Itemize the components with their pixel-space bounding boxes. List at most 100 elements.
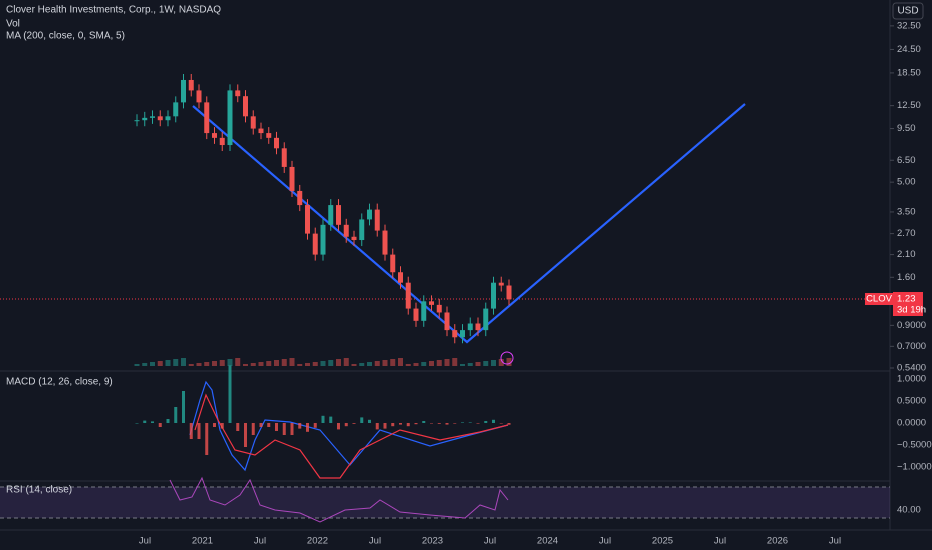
volume-label: Vol xyxy=(6,19,20,30)
candle xyxy=(181,79,186,103)
candle xyxy=(134,120,140,122)
macd-hist xyxy=(368,419,371,423)
candle xyxy=(243,96,248,117)
volume-bar xyxy=(413,363,419,366)
macd-label: MACD (12, 26, close, 9) xyxy=(6,377,113,388)
price-tick-label: 32.50 xyxy=(897,20,921,31)
volume-bar xyxy=(343,358,349,366)
macd-hist xyxy=(244,423,247,447)
candle xyxy=(235,90,241,97)
volume-bar xyxy=(328,360,334,366)
volume xyxy=(134,358,512,366)
volume-bar xyxy=(429,361,434,366)
macd-tick-label: −0.5000 xyxy=(897,440,932,451)
macd-hist xyxy=(290,423,294,435)
macd-hist xyxy=(236,423,240,431)
candle xyxy=(436,304,442,313)
price-tick-label: 0.5400 xyxy=(897,363,926,374)
macd-hist xyxy=(251,423,255,435)
volume-bar xyxy=(305,363,310,366)
rsi-label: RSI (14, close) xyxy=(6,485,72,496)
macd-hist xyxy=(453,423,457,424)
macd-hist xyxy=(282,423,286,435)
candle xyxy=(413,308,419,321)
event-icon xyxy=(500,351,514,365)
macd-hist xyxy=(189,423,193,439)
candle xyxy=(506,285,512,300)
volume-bar xyxy=(374,361,380,366)
macd-hist xyxy=(220,423,224,429)
candle xyxy=(204,102,210,134)
volume-bar xyxy=(235,358,241,366)
candle xyxy=(374,209,380,231)
candle xyxy=(320,224,326,255)
volume-bar xyxy=(181,358,186,366)
volume-bar xyxy=(483,361,489,366)
volume-bar xyxy=(390,359,396,366)
candle xyxy=(212,133,217,138)
time-label: Jul xyxy=(369,536,381,547)
time-label: Jul xyxy=(829,536,841,547)
volume-bar xyxy=(150,362,155,366)
time-label: 2026 xyxy=(767,536,788,547)
candle xyxy=(219,137,225,146)
macd-hist xyxy=(414,423,418,425)
volume-bar xyxy=(367,362,372,366)
symbol: CLOV xyxy=(866,294,893,305)
macd-hist xyxy=(166,419,170,423)
time-label: Jul xyxy=(484,536,496,547)
price-tick-label: 18.50 xyxy=(897,67,921,78)
macd-hist xyxy=(174,407,178,423)
price-tick-label: 0.9000 xyxy=(897,320,926,331)
macd-hist xyxy=(406,423,410,427)
price-badge xyxy=(893,292,923,316)
currency[interactable]: USD xyxy=(897,6,918,17)
volume-bar xyxy=(312,362,318,366)
currency-button[interactable] xyxy=(892,2,924,20)
price-tick-label: 3.50 xyxy=(897,206,916,217)
volume-bar xyxy=(204,362,210,366)
candle xyxy=(227,90,233,146)
volume-bar xyxy=(281,359,287,366)
candle xyxy=(475,323,481,331)
candle xyxy=(421,301,427,321)
candle xyxy=(196,90,202,103)
macd-hist xyxy=(205,423,209,455)
macd-hist xyxy=(197,423,201,439)
volume-bar xyxy=(491,360,496,366)
macd-hist xyxy=(298,423,302,429)
price-tick-label: 12.50 xyxy=(897,100,921,111)
macd-hist xyxy=(306,423,309,432)
last-price: 1.23 xyxy=(897,294,916,305)
trend-lines xyxy=(192,103,746,344)
candle xyxy=(305,205,310,234)
macd-hist xyxy=(352,423,356,424)
symbol-badge xyxy=(865,293,893,305)
macd-hist xyxy=(259,423,263,427)
time-label: 2024 xyxy=(537,536,558,547)
price-tick-label: 1.60 xyxy=(897,272,916,283)
candle xyxy=(405,282,411,309)
candle xyxy=(491,282,496,309)
candle xyxy=(157,116,163,121)
candle xyxy=(266,133,272,138)
macd-tick-label: 1.0000 xyxy=(897,374,926,385)
time-label: Jul xyxy=(254,536,266,547)
candle xyxy=(467,323,473,331)
candle xyxy=(367,209,372,220)
candle xyxy=(173,102,179,117)
macd-tick-label: 0.0000 xyxy=(897,418,926,429)
candle xyxy=(452,330,458,338)
candle xyxy=(258,128,264,134)
macd-hist xyxy=(468,422,472,423)
volume-bar xyxy=(243,364,248,366)
macd-hist xyxy=(151,421,154,423)
candle xyxy=(460,330,465,338)
volume-bar xyxy=(258,362,264,366)
candle xyxy=(328,205,334,225)
price-tick-label: 9.50 xyxy=(897,123,916,134)
candle xyxy=(398,272,403,283)
macd-hist xyxy=(422,421,426,423)
volume-bar xyxy=(351,364,357,366)
